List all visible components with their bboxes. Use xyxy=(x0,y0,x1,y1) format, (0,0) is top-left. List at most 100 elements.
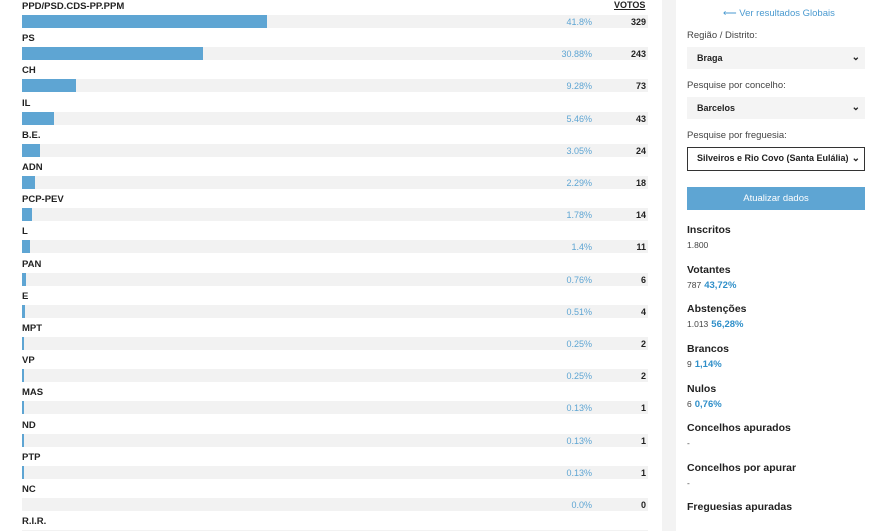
party-votes: 73 xyxy=(635,81,646,92)
party-row: CH 9.28% 73 xyxy=(22,65,648,97)
party-row: IL 5.46% 43 xyxy=(22,98,648,130)
stat-title: Brancos xyxy=(687,343,730,355)
party-votes: 2 xyxy=(640,371,646,382)
stat-freguesias-apuradas: Freguesias apuradas xyxy=(687,501,867,513)
party-name: B.E. xyxy=(22,129,41,141)
stat-title: Votantes xyxy=(687,264,731,276)
party-votes: 18 xyxy=(635,178,646,188)
vote-bar xyxy=(22,337,24,350)
party-name: PTP xyxy=(22,451,41,463)
stat-value: 787 xyxy=(687,280,702,290)
chevron-down-icon: ⌄ xyxy=(851,153,860,164)
region-select[interactable]: Braga ⌄ xyxy=(687,47,865,69)
party-name: IL xyxy=(22,97,31,109)
party-row: MPT 0.25% 2 xyxy=(22,323,648,355)
vote-bar xyxy=(22,433,24,447)
vote-bar-track xyxy=(22,401,648,415)
party-percentage: 0.76% xyxy=(566,274,592,285)
council-select-value: Barcelos xyxy=(697,103,736,113)
party-percentage: 5.46% xyxy=(566,113,592,124)
filter-sidebar: ⟵ Ver resultados Globais Região / Distri… xyxy=(676,0,876,531)
stat-value: - xyxy=(687,478,690,488)
party-votes: 1 xyxy=(640,435,646,446)
vote-bar xyxy=(22,15,268,28)
party-row: MAS 0.13% 1 xyxy=(22,387,648,419)
global-results-link-label: Ver resultados Globais xyxy=(739,8,835,19)
party-name: PAN xyxy=(22,258,42,270)
vote-bar-track xyxy=(22,240,648,254)
party-name: PPD/PSD.CDS-PP.PPM xyxy=(22,1,125,12)
vote-bar-track xyxy=(22,433,648,447)
vote-bar xyxy=(22,369,24,383)
party-row: R.I.R. xyxy=(22,516,648,531)
party-row: ND 0.13% 1 xyxy=(22,420,648,452)
stat-inscritos: Inscritos 1.800 xyxy=(687,224,867,250)
party-percentage: 1.4% xyxy=(571,242,592,253)
party-percentage: 3.05% xyxy=(566,145,592,156)
party-name: PCP-PEV xyxy=(22,194,64,206)
vote-bar-track xyxy=(22,15,648,28)
vote-bar-track xyxy=(22,143,648,157)
party-percentage: 0.25% xyxy=(566,371,592,382)
party-votes: 1 xyxy=(640,403,646,414)
stat-title: Inscritos xyxy=(687,224,731,236)
council-label: Pesquise por concelho: xyxy=(687,80,786,91)
vote-bar-track xyxy=(22,304,648,318)
party-percentage: 1.78% xyxy=(566,210,592,221)
party-percentage: 30.88% xyxy=(561,49,592,60)
stat-abstencoes: Abstenções 1.013 56,28% xyxy=(687,303,867,330)
update-data-button[interactable]: Atualizar dados xyxy=(687,187,865,210)
party-name: MAS xyxy=(22,387,44,399)
party-name: VP xyxy=(22,355,35,367)
party-percentage: 0.0% xyxy=(571,500,592,510)
region-select-value: Braga xyxy=(697,53,723,63)
vote-bar xyxy=(22,304,25,318)
party-name: L xyxy=(22,226,28,238)
vote-bar-track xyxy=(22,79,648,93)
party-percentage: 9.28% xyxy=(566,81,592,92)
vote-bar xyxy=(22,176,36,189)
parish-select[interactable]: Silveiros e Rio Covo (Santa Eulália) ⌄ xyxy=(687,147,865,171)
vote-bar xyxy=(22,111,55,125)
party-row: L 1.4% 11 xyxy=(22,226,648,258)
council-select[interactable]: Barcelos ⌄ xyxy=(687,97,865,119)
party-votes: 1 xyxy=(640,467,646,478)
panel-divider xyxy=(662,0,676,531)
stat-brancos: Brancos 9 1,14% xyxy=(687,343,867,370)
party-percentage: 0.51% xyxy=(566,306,592,317)
votes-column-header: VOTOS xyxy=(614,0,646,10)
stat-votantes: Votantes 787 43,72% xyxy=(687,264,867,291)
party-votes: 14 xyxy=(635,210,646,221)
stat-value: 6 xyxy=(687,399,692,409)
party-row: B.E. 3.05% 24 xyxy=(22,130,648,162)
vote-bar xyxy=(22,272,27,286)
stat-concelhos-apurados: Concelhos apurados - xyxy=(687,422,867,448)
vote-bar xyxy=(22,401,24,415)
party-percentage: 0.13% xyxy=(566,403,592,414)
parish-label: Pesquise por freguesia: xyxy=(687,130,787,141)
vote-bar xyxy=(22,465,24,479)
party-votes: 4 xyxy=(640,306,646,317)
results-panel: VOTOS PPD/PSD.CDS-PP.PPM 41.8% 329 PS 30.88%… xyxy=(22,0,648,531)
stat-title: Nulos xyxy=(687,383,717,395)
stat-percentage: 1,14% xyxy=(694,359,722,370)
stat-percentage: 43,72% xyxy=(704,280,737,291)
party-row: PS 30.88% 243 xyxy=(22,33,648,65)
party-votes: 0 xyxy=(640,500,646,510)
vote-bar-track xyxy=(22,337,648,350)
stat-title: Concelhos por apurar xyxy=(687,462,797,474)
vote-bar-track xyxy=(22,272,648,286)
party-name: E xyxy=(22,290,29,302)
party-name: R.I.R. xyxy=(22,516,47,528)
vote-bar xyxy=(22,79,77,93)
party-name: MPT xyxy=(22,323,43,334)
stat-value: 9 xyxy=(687,359,692,369)
vote-bar xyxy=(22,143,40,157)
party-percentage: 41.8% xyxy=(566,17,592,27)
parish-select-value: Silveiros e Rio Covo (Santa Eulália) xyxy=(697,153,849,163)
party-row: PAN 0.76% 6 xyxy=(22,259,648,291)
stat-title: Concelhos apurados xyxy=(687,422,791,434)
stat-title: Abstenções xyxy=(687,303,747,315)
global-results-link[interactable]: ⟵ Ver resultados Globais xyxy=(723,8,835,19)
vote-bar-track xyxy=(22,369,648,383)
